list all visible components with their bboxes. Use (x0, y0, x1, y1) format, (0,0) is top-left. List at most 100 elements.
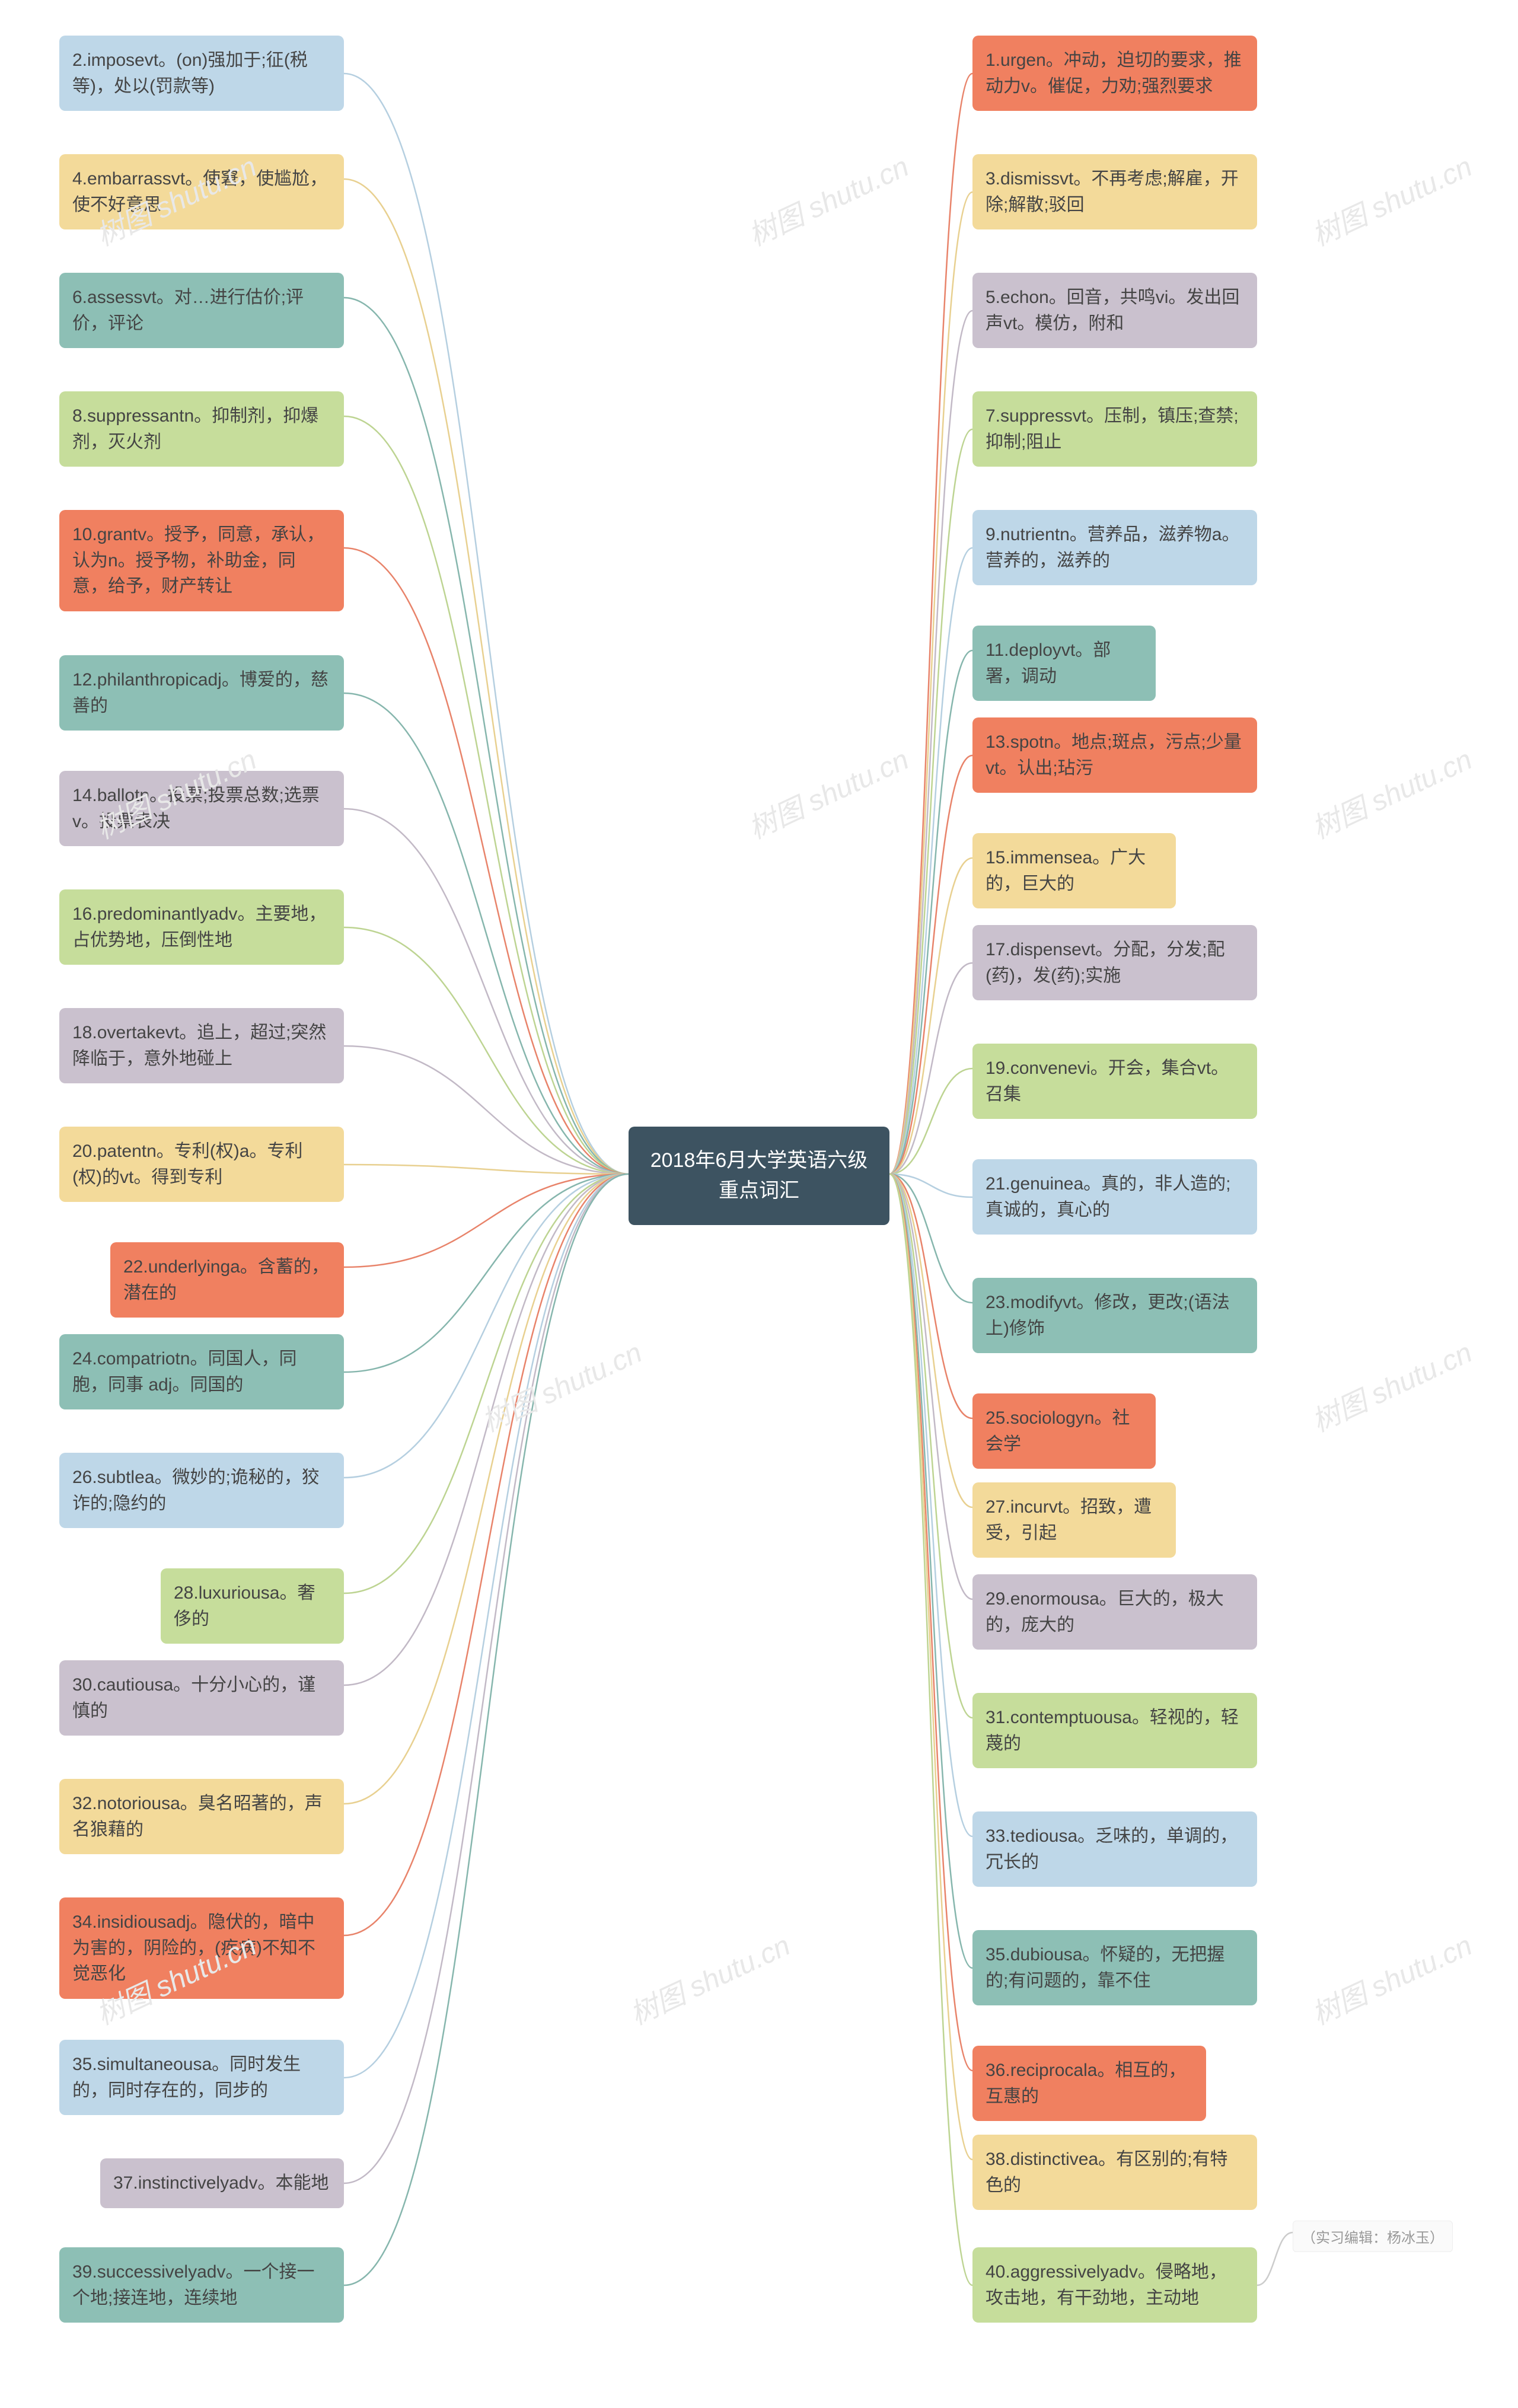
node-text: 7.suppressvt。压制，镇压;查禁;抑制;阻止 (986, 406, 1239, 452)
left-node: 32.notoriousa。臭名昭著的，声名狼藉的 (59, 1779, 344, 1854)
left-node: 4.embarrassvt。使窘，使尴尬，使不好意思 (59, 154, 344, 229)
node-text: 18.overtakevt。追上，超过;突然降临于，意外地碰上 (72, 1023, 326, 1069)
node-text: 24.compatriotn。同国人，同胞，同事 adj。同国的 (72, 1349, 296, 1395)
right-node: 1.urgen。冲动，迫切的要求，推动力v。催促，力劝;强烈要求 (972, 36, 1257, 111)
node-text: 1.urgen。冲动，迫切的要求，推动力v。催促，力劝;强烈要求 (986, 50, 1242, 96)
node-text: 33.tediousa。乏味的，单调的，冗长的 (986, 1826, 1238, 1872)
node-text: 35.simultaneousa。同时发生的，同时存在的，同步的 (72, 2055, 301, 2100)
node-text: 30.cautiousa。十分小心的，谨慎的 (72, 1675, 315, 1721)
left-node: 34.insidiousadj。隐伏的，暗中为害的，阴险的，(疾病)不知不觉恶化 (59, 1897, 344, 1999)
connector-path (344, 1174, 629, 1685)
left-node: 24.compatriotn。同国人，同胞，同事 adj。同国的 (59, 1334, 344, 1409)
connector-path (889, 963, 972, 1174)
connector-path (344, 179, 629, 1174)
node-text: 36.reciprocala。相互的，互惠的 (986, 2061, 1186, 2106)
left-node: 14.ballotn。投票;投票总数;选票v。投票表决 (59, 771, 344, 846)
left-node: 18.overtakevt。追上，超过;突然降临于，意外地碰上 (59, 1008, 344, 1083)
node-text: 19.convenevi。开会，集合vt。召集 (986, 1058, 1229, 1104)
right-node: 40.aggressivelyadv。侵略地，攻击地，有干劲地，主动地 (972, 2247, 1257, 2323)
connector-path (889, 650, 972, 1174)
node-text: 3.dismissvt。不再考虑;解雇，开除;解散;驳回 (986, 169, 1239, 215)
connector-path (889, 1174, 972, 2071)
node-text: 12.philanthropicadj。博爱的，慈善的 (72, 670, 329, 716)
node-text: 11.deployvt。部署，调动 (986, 640, 1111, 686)
connector-path (889, 1174, 972, 1968)
connector-path (344, 298, 629, 1174)
center-node: 2018年6月大学英语六级重点词汇 (629, 1127, 889, 1225)
connector-path (344, 1174, 629, 1593)
node-text: 15.immensea。广大的，巨大的 (986, 848, 1146, 894)
right-node: 3.dismissvt。不再考虑;解雇，开除;解散;驳回 (972, 154, 1257, 229)
connector-path (344, 416, 629, 1174)
connector-path (889, 1174, 972, 1507)
node-text: 37.instinctivelyadv。本能地 (113, 2173, 329, 2193)
watermark: 树图 shutu.cn (1304, 1922, 1478, 2033)
connector-path (344, 548, 629, 1174)
left-node: 16.predominantlyadv。主要地，占优势地，压倒性地 (59, 889, 344, 965)
left-node: 37.instinctivelyadv。本能地 (100, 2158, 344, 2208)
connector-path (344, 809, 629, 1174)
node-text: 31.contemptuousa。轻视的，轻蔑的 (986, 1708, 1239, 1753)
connector-path (889, 755, 972, 1174)
connector-path (344, 1174, 629, 1935)
right-node: 38.distinctivea。有区别的;有特色的 (972, 2135, 1257, 2210)
left-node: 6.assessvt。对…进行估价;评价，评论 (59, 273, 344, 348)
watermark: 树图 shutu.cn (741, 143, 914, 254)
node-text: 14.ballotn。投票;投票总数;选票v。投票表决 (72, 786, 320, 831)
watermark: 树图 shutu.cn (622, 1922, 796, 2033)
connector-path (344, 1165, 629, 1174)
connector-path (889, 1174, 972, 1303)
node-text: 5.echon。回音，共鸣vi。发出回声vt。模仿，附和 (986, 288, 1239, 333)
node-text: 40.aggressivelyadv。侵略地，攻击地，有干劲地，主动地 (986, 2262, 1227, 2308)
connector-path (889, 1174, 972, 1718)
connector-path (889, 429, 972, 1174)
connector-path (889, 1174, 972, 1418)
connector-path (344, 1174, 629, 2183)
node-text: 13.spotn。地点;斑点，污点;少量vt。认出;玷污 (986, 732, 1242, 778)
right-node: 17.dispensevt。分配，分发;配(药)，发(药);实施 (972, 925, 1257, 1000)
node-text: 28.luxuriousa。奢侈的 (174, 1583, 315, 1629)
right-node: 11.deployvt。部署，调动 (972, 626, 1156, 701)
connector-path (889, 311, 972, 1174)
right-node: 15.immensea。广大的，巨大的 (972, 833, 1176, 908)
watermark: 树图 shutu.cn (1304, 143, 1478, 254)
connector-path (889, 858, 972, 1174)
connector-path (344, 1174, 629, 1267)
node-text: 4.embarrassvt。使窘，使尴尬，使不好意思 (72, 169, 327, 215)
right-node: 9.nutrientn。营养品，滋养物a。营养的，滋养的 (972, 510, 1257, 585)
watermark: 树图 shutu.cn (1304, 1329, 1478, 1440)
node-text: 20.patentn。专利(权)a。专利(权)的vt。得到专利 (72, 1141, 302, 1187)
right-node: 5.echon。回音，共鸣vi。发出回声vt。模仿，附和 (972, 273, 1257, 348)
connector-path (889, 1174, 972, 1599)
node-text: 29.enormousa。巨大的，极大的，庞大的 (986, 1589, 1224, 1635)
right-node: 31.contemptuousa。轻视的，轻蔑的 (972, 1693, 1257, 1768)
right-node: 13.spotn。地点;斑点，污点;少量vt。认出;玷污 (972, 717, 1257, 793)
node-text: 21.genuinea。真的，非人造的;真诚的，真心的 (986, 1174, 1231, 1220)
connector-path (889, 1174, 972, 2285)
watermark: 树图 shutu.cn (741, 736, 914, 847)
left-node: 8.suppressantn。抑制剂，抑爆剂，灭火剂 (59, 391, 344, 467)
connector-path (344, 1174, 629, 1478)
connector-path (344, 1174, 629, 2285)
node-text: 9.nutrientn。营养品，滋养物a。营养的，滋养的 (986, 525, 1239, 570)
connector-path (344, 693, 629, 1174)
connector-path (889, 548, 972, 1174)
right-node: 7.suppressvt。压制，镇压;查禁;抑制;阻止 (972, 391, 1257, 467)
watermark: 树图 shutu.cn (474, 1329, 648, 1440)
node-text: 34.insidiousadj。隐伏的，暗中为害的，阴险的，(疾病)不知不觉恶化 (72, 1912, 315, 1983)
left-node: 30.cautiousa。十分小心的，谨慎的 (59, 1660, 344, 1736)
connector-path (889, 74, 972, 1174)
left-node: 22.underlyinga。含蓄的，潜在的 (110, 1242, 344, 1318)
left-node: 28.luxuriousa。奢侈的 (161, 1568, 344, 1644)
connector-path (344, 74, 629, 1174)
left-node: 35.simultaneousa。同时发生的，同时存在的，同步的 (59, 2040, 344, 2115)
left-node: 2.imposevt。(on)强加于;征(税等)，处以(罚款等) (59, 36, 344, 111)
connector-path (889, 1174, 972, 1836)
connector-path (889, 1069, 972, 1174)
right-node: 19.convenevi。开会，集合vt。召集 (972, 1044, 1257, 1119)
right-node: 21.genuinea。真的，非人造的;真诚的，真心的 (972, 1159, 1257, 1235)
connector-path (344, 1174, 629, 1372)
left-node: 39.successivelyadv。一个接一个地;接连地，连续地 (59, 2247, 344, 2323)
editor-leaf: （实习编辑：杨冰玉） (1293, 2221, 1453, 2252)
connector-path (344, 927, 629, 1174)
